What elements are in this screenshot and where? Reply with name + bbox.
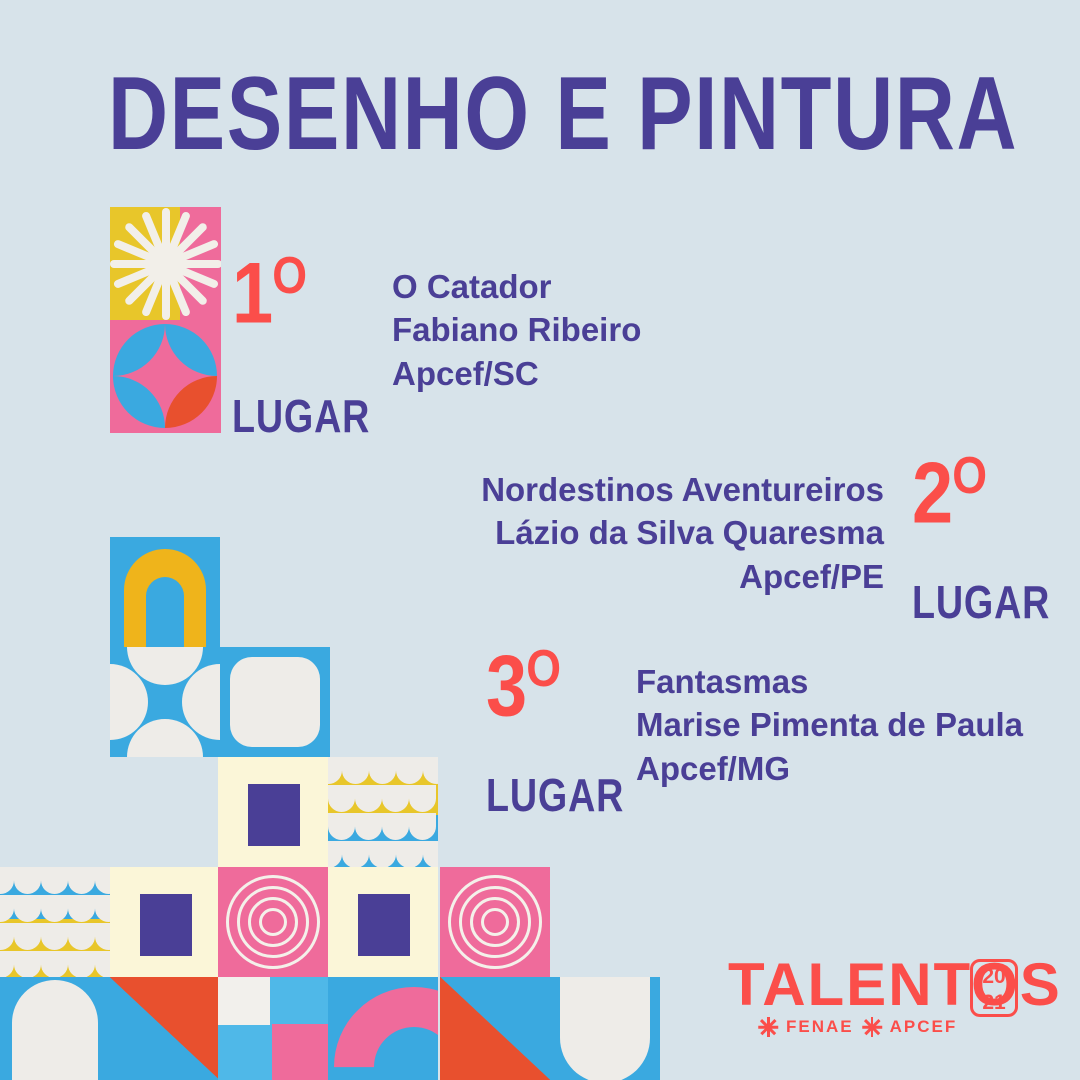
entry-third-place: 3O LUGAR [486,643,655,818]
work-title-1: O Catador [392,268,552,305]
talentos-logo: TALENTOS 20 21 FENAE APCEF [728,951,1062,1050]
starburst-panel [110,207,221,320]
place-number-1: 1O [232,245,307,342]
tile-quarter-arc [328,977,438,1080]
association-1: Apcef/SC [392,354,539,392]
petal-bottom-left [113,376,165,428]
logo-wordmark: TALENTOS [728,951,1062,1018]
decorative-art-block-first-place [110,207,221,433]
petal-top-right [165,324,217,376]
starburst-center [150,248,181,279]
tile-scallop-yellow-blue [328,757,438,867]
place-word-3: LUGAR [486,769,625,822]
author-name-1: Fabiano Ribeiro [392,311,642,349]
tile-target-rings [440,867,550,977]
tile-cup [550,977,660,1080]
author-name-3: Marise Pimenta de Paula [636,706,1023,744]
place-word-2: LUGAR [912,576,1051,629]
place-number-3: 3O [486,638,561,735]
asterisk-icon [758,1017,779,1037]
author-name-2: Lázio da Silva Quaresma [495,514,884,552]
petal-top-left [113,324,165,376]
tile-dome [0,977,110,1080]
petals-panel [110,320,221,433]
place-word-1: LUGAR [232,390,371,443]
petal-bottom-right [165,376,217,428]
work-title-2: Nordestinos Aventureiros [481,471,884,508]
page-title: DESENHO E PINTURA [108,56,1019,172]
entry-first-place-info: O Catador Fabiano Ribeiro Apcef/SC [392,265,641,395]
tile-scallop-blue-yellow [0,867,110,977]
place-number-2: 2O [912,445,987,542]
association-3: Apcef/MG [636,749,791,787]
logo-year-bottom: 21 [982,991,1006,1014]
asterisk-icon [861,1017,882,1037]
association-2: Apcef/PE [739,557,884,595]
tile-cream-rect [218,757,328,867]
tile-rounded-square [220,647,330,757]
logo-year-badge: 20 21 [970,959,1018,1017]
tile-diagonal-reverse [440,977,550,1080]
tile-arch [110,537,220,647]
entry-second-place-info: Nordestinos Aventureiros Lázio da Silva … [481,468,884,598]
tile-cream-rect [110,867,220,977]
org-apcef-label: APCEF [889,1017,958,1036]
entry-second-place: 2O LUGAR [912,450,1080,625]
tile-target-rings [218,867,328,977]
starburst-ray [161,207,170,260]
tile-squares [218,977,328,1080]
entry-third-place-info: Fantasmas Marise Pimenta de Paula Apcef/… [636,660,1023,790]
tile-cream-rect [328,867,438,977]
tile-star-diamond [110,647,220,757]
org-fenae-label: FENAE [786,1017,854,1036]
logo-year-top: 20 [982,965,1006,988]
tile-diagonal [110,977,220,1080]
entry-first-place: 1O LUGAR [232,250,401,439]
logo-organizations: FENAE APCEF [758,1017,957,1037]
work-title-3: Fantasmas [636,663,809,700]
